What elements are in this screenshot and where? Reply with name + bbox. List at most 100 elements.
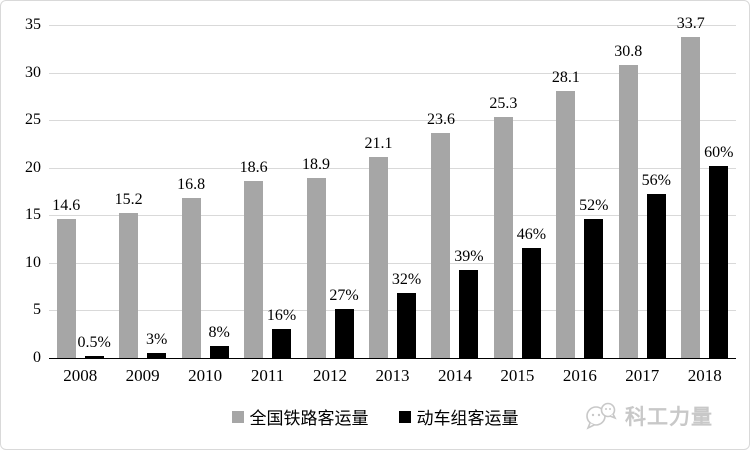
bar-emu: 60%	[704, 25, 733, 358]
bar-emu: 52%	[579, 25, 609, 358]
bar-emu: 39%	[454, 25, 484, 358]
y-tick-label: 25	[25, 111, 41, 129]
gridline	[49, 120, 736, 122]
gridline	[49, 262, 736, 264]
gridline	[49, 310, 736, 312]
bar-group: 28.1 52%	[549, 25, 611, 358]
bar-rect	[272, 329, 292, 358]
bar-value-label: 23.6	[426, 111, 455, 129]
x-tick-label: 2009	[125, 366, 160, 385]
bar-rect	[334, 309, 354, 358]
bar-value-label: 14.6	[52, 197, 81, 215]
gridline	[49, 72, 736, 74]
y-tick-label: 10	[25, 253, 41, 271]
x-tick-label: 2008	[63, 366, 98, 385]
x-tick-label: 2011	[250, 366, 285, 385]
x-tick-label: 2017	[625, 366, 660, 385]
legend-label-emu: 动车组客运量	[416, 409, 519, 428]
bar-value-label: 16.8	[177, 176, 206, 194]
gridline	[49, 215, 736, 217]
legend-swatch-emu	[398, 410, 411, 423]
bar-emu: 0.5%	[78, 25, 111, 358]
gridline	[49, 25, 736, 26]
x-axis-line	[49, 358, 736, 359]
bar-group: 30.8 56%	[611, 25, 673, 358]
bar-emu: 46%	[517, 25, 546, 358]
bar-rect	[244, 181, 264, 358]
bar-national-railway: 18.6	[240, 25, 268, 358]
bar-rect	[431, 133, 451, 358]
watermark: 科工力量	[583, 401, 713, 431]
bar-national-railway: 15.2	[115, 25, 143, 358]
bar-group: 33.7 60%	[674, 16, 736, 358]
bar-percent-label: 39%	[454, 248, 484, 266]
bar-rect	[147, 353, 167, 358]
bar-emu: 32%	[392, 25, 421, 358]
bar-rect	[584, 219, 604, 358]
bar-value-label: 28.1	[551, 68, 580, 86]
bar-rect	[556, 90, 576, 358]
bar-percent-label: 46%	[516, 225, 547, 243]
bar-national-railway: 16.8	[177, 25, 205, 358]
bar-rect	[209, 345, 229, 358]
bar-groups: 14.6 0.5% 15.2 3% 16.8 8% 18.6 16% 18.9 27% 21.1 32…	[49, 16, 736, 358]
bar-rect	[459, 270, 479, 358]
bar-rect	[368, 157, 388, 358]
y-axis: 0 5 10 15 20 25 30 35	[1, 17, 41, 366]
bar-percent-label: 16%	[266, 307, 297, 325]
bar-rect	[493, 117, 513, 358]
bar-group: 18.9 27%	[299, 25, 361, 358]
bar-group: 18.6 16%	[236, 25, 298, 358]
watermark-text: 科工力量	[625, 406, 713, 429]
bar-value-label: 25.3	[489, 95, 518, 113]
legend-item-emu: 动车组客运量	[398, 404, 519, 429]
y-tick-label: 30	[25, 63, 41, 81]
bar-rect	[84, 356, 104, 358]
bar-rect	[181, 198, 201, 358]
bar-percent-label: 8%	[208, 323, 230, 341]
bar-value-label: 18.9	[302, 156, 331, 174]
bar-rect	[306, 178, 326, 358]
bar-percent-label: 32%	[391, 271, 422, 289]
bar-national-railway: 23.6	[427, 25, 455, 358]
bar-rect	[681, 37, 701, 358]
bar-national-railway: 18.9	[302, 25, 330, 358]
bar-national-railway: 21.1	[364, 25, 392, 358]
x-tick-label: 2013	[375, 366, 410, 385]
legend-label-national-railway: 全国铁路客运量	[249, 409, 369, 428]
bar-value-label: 33.7	[676, 15, 705, 33]
bar-rect	[119, 213, 139, 358]
bar-national-railway: 30.8	[614, 25, 642, 358]
y-tick-label: 5	[33, 301, 41, 319]
x-tick-label: 2015	[500, 366, 535, 385]
bar-percent-label: 3%	[146, 331, 168, 349]
bar-emu: 3%	[146, 25, 168, 358]
bar-percent-label: 56%	[641, 172, 671, 190]
bar-national-railway: 28.1	[552, 25, 580, 358]
bar-rect	[396, 293, 416, 358]
bar-emu: 16%	[267, 25, 296, 358]
bar-group: 16.8 8%	[174, 25, 236, 358]
bar-rect	[709, 165, 729, 358]
bar-percent-label: 0.5%	[77, 334, 111, 351]
bar-national-railway: 33.7	[677, 16, 705, 358]
bar-rect	[56, 219, 76, 358]
bar-emu: 56%	[642, 25, 671, 358]
y-tick-label: 35	[25, 16, 41, 33]
bar-value-label: 18.6	[239, 159, 268, 177]
x-axis-labels: 2008 2009 2010 2011 2012 2013 2014 2015 2016 2017…	[49, 366, 736, 386]
bar-emu: 27%	[329, 25, 359, 358]
bar-rect	[618, 64, 638, 358]
bar-value-label: 30.8	[614, 42, 643, 60]
x-tick-label: 2016	[562, 366, 597, 385]
x-tick-label: 2010	[188, 366, 223, 385]
x-tick-label: 2012	[313, 366, 348, 385]
bar-percent-label: 27%	[329, 287, 359, 305]
bar-national-railway: 25.3	[489, 25, 517, 358]
bar-rect	[521, 247, 541, 358]
bar-group: 14.6 0.5%	[49, 25, 111, 358]
bar-group: 21.1 32%	[361, 25, 423, 358]
x-tick-label: 2014	[437, 366, 472, 385]
bar-national-railway: 14.6	[52, 25, 80, 358]
